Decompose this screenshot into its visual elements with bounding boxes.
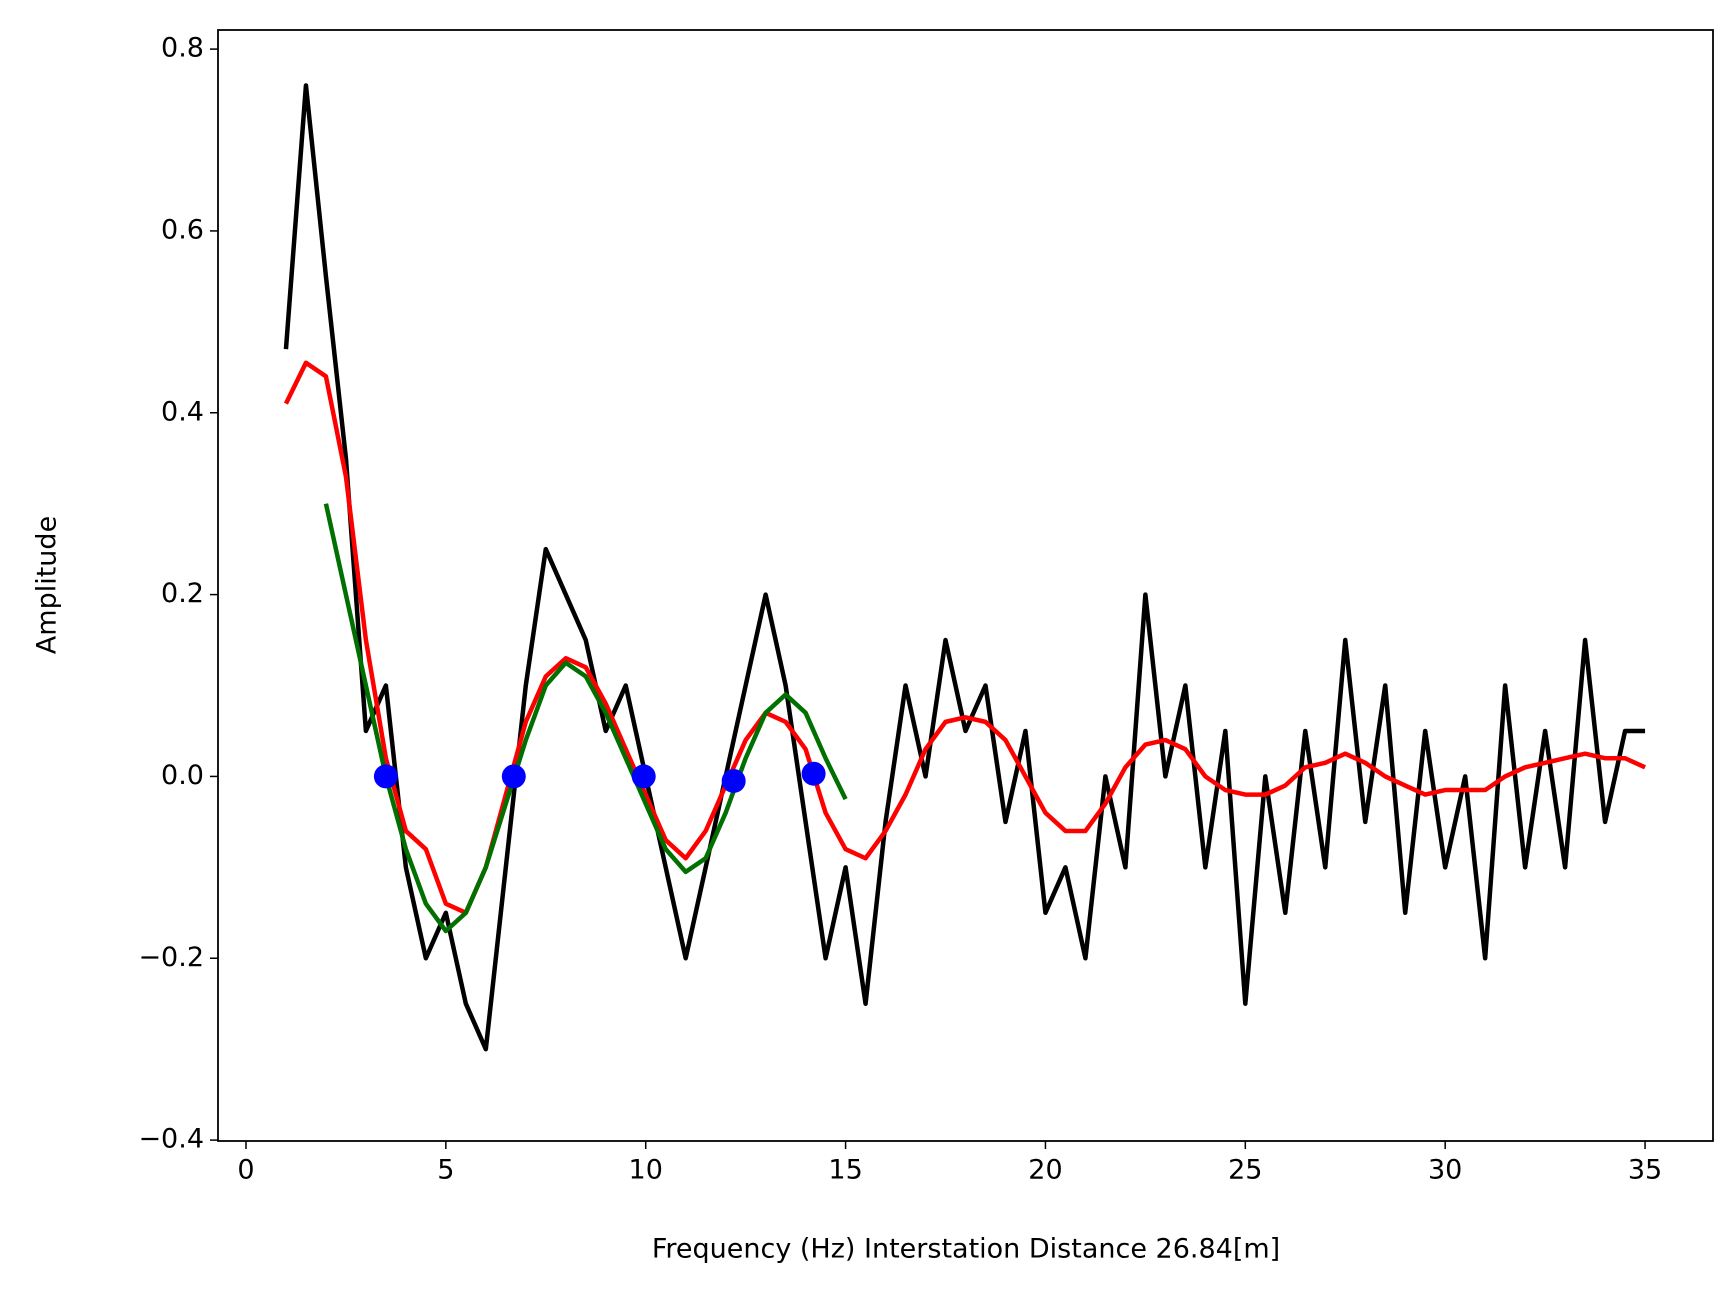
data-line	[283, 83, 1646, 1052]
data-line	[323, 503, 848, 934]
plot-frame	[217, 29, 1714, 1142]
x-tick-label: 0	[237, 1155, 254, 1186]
y-tick-label: −0.2	[138, 942, 204, 973]
x-tick-label: 10	[629, 1155, 663, 1186]
x-tick-label: 25	[1228, 1155, 1262, 1186]
data-point	[721, 768, 746, 793]
y-tick-label: 0.8	[161, 33, 204, 64]
data-point	[373, 764, 398, 789]
y-tick-label: 0.6	[161, 214, 204, 245]
x-tick-label: 5	[437, 1155, 454, 1186]
data-point	[801, 761, 826, 786]
x-tick-label: 35	[1628, 1155, 1662, 1186]
x-axis-label: Frequency (Hz) Interstation Distance 26.…	[652, 1234, 1280, 1265]
y-tick-label: 0.0	[161, 760, 204, 791]
y-tick-label: 0.2	[161, 578, 204, 609]
y-tick-label: −0.4	[138, 1124, 204, 1155]
x-tick-label: 30	[1428, 1155, 1462, 1186]
data-point	[501, 764, 526, 789]
y-tick-label: 0.4	[161, 396, 204, 427]
x-tick-label: 20	[1028, 1155, 1062, 1186]
data-point	[631, 764, 656, 789]
y-axis-label: Amplitude	[32, 516, 63, 654]
x-tick-label: 15	[828, 1155, 862, 1186]
